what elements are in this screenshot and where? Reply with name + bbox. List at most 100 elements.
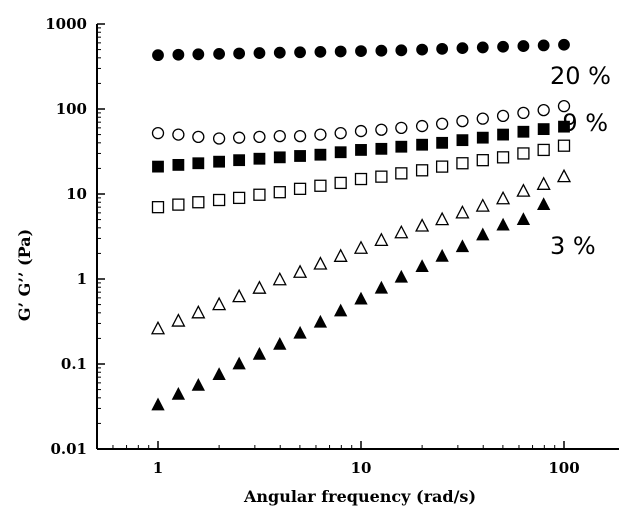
data-point-circle	[192, 48, 205, 61]
data-point-triangle	[496, 217, 510, 231]
data-point-square	[293, 182, 307, 195]
data-point-circle	[293, 129, 307, 143]
data-point-circle	[517, 40, 530, 52]
data-point-square	[375, 142, 388, 155]
data-point-triangle	[272, 271, 287, 286]
data-point-square	[476, 131, 489, 144]
data-point-triangle	[495, 190, 511, 205]
y-tick-label: 1	[77, 270, 87, 288]
data-point-square	[456, 157, 469, 170]
y-tick-label: 10	[66, 185, 87, 203]
data-point-triangle	[334, 303, 348, 317]
y-tick-label: 100	[56, 100, 87, 118]
data-point-circle	[517, 106, 530, 120]
data-point-square	[557, 139, 571, 152]
data-point-square	[558, 120, 570, 133]
data-point-triangle	[435, 211, 450, 226]
data-point-square	[415, 164, 429, 177]
data-point-square	[253, 188, 266, 201]
data-point-circle	[415, 119, 429, 133]
data-point-triangle	[476, 227, 490, 241]
data-point-triangle	[394, 224, 409, 239]
data-point-circle	[375, 44, 388, 57]
data-point-circle	[151, 126, 165, 140]
data-point-circle	[314, 128, 327, 141]
data-point-square	[436, 136, 449, 149]
data-point-square	[213, 155, 226, 168]
data-point-circle	[273, 129, 286, 143]
data-point-triangle	[150, 320, 166, 335]
data-point-circle	[273, 46, 286, 59]
data-point-triangle	[212, 367, 226, 381]
data-point-circle	[375, 123, 388, 136]
y-tick-label: 0.01	[50, 440, 87, 458]
data-point-circle	[232, 131, 246, 144]
data-point-circle	[192, 130, 205, 144]
data-point-circle	[334, 45, 347, 58]
data-point-circle	[172, 48, 185, 61]
series-annotation: 9 %	[562, 109, 608, 137]
data-point-circle	[294, 46, 306, 59]
x-tick-label: 100	[548, 459, 579, 477]
data-point-triangle	[394, 269, 408, 283]
data-point-circle	[355, 45, 367, 57]
data-point-circle	[314, 45, 327, 58]
data-point-circle	[436, 42, 449, 55]
data-point-square	[233, 154, 246, 167]
data-point-square	[152, 160, 164, 173]
data-point-triangle	[191, 378, 205, 391]
annotations: 20 % 9 % 3 %	[550, 62, 611, 260]
data-point-circle	[537, 103, 550, 117]
data-point-circle	[558, 38, 570, 51]
data-point-triangle	[313, 314, 328, 328]
data-point-triangle	[415, 259, 429, 272]
data-point-square	[355, 144, 367, 156]
data-point-square	[395, 167, 408, 180]
data-point-square	[517, 147, 530, 160]
data-point-square	[416, 138, 429, 151]
data-point-triangle	[415, 218, 430, 232]
data-point-square	[172, 198, 185, 211]
series-annotation: 20 %	[550, 62, 611, 90]
data-point-square	[476, 154, 489, 167]
data-point-square	[192, 157, 205, 170]
data-point-circle	[213, 47, 226, 60]
data-point-triangle	[151, 397, 165, 411]
data-point-triangle	[232, 356, 246, 370]
data-point-square	[456, 134, 469, 147]
data-point-circle	[435, 117, 449, 130]
data-point-square	[497, 128, 509, 141]
data-point-triangle	[354, 291, 368, 305]
data-point-square	[232, 191, 246, 205]
data-point-square	[537, 123, 550, 136]
data-point-triangle	[252, 346, 267, 360]
data-point-circle	[354, 124, 368, 138]
x-tick-label: 10	[351, 459, 372, 477]
series-annotation: 3 %	[550, 232, 596, 260]
data-point-circle	[334, 126, 347, 140]
data-point-square	[294, 150, 306, 162]
data-point-triangle	[333, 248, 348, 262]
y-axis-title: G’ G’’ (Pa)	[15, 229, 34, 321]
data-point-triangle	[212, 296, 227, 311]
data-point-triangle	[455, 204, 470, 219]
data-point-triangle	[232, 288, 247, 303]
data-point-triangle	[171, 386, 186, 400]
data-point-circle	[395, 44, 408, 57]
data-point-triangle	[556, 168, 572, 183]
data-point-circle	[416, 43, 429, 56]
data-point-triangle	[252, 280, 267, 294]
data-point-square	[273, 186, 286, 199]
data-point-square	[212, 193, 226, 207]
data-point-square	[192, 196, 205, 209]
data-point-triangle	[435, 248, 449, 262]
data-point-square	[435, 160, 449, 173]
data-point-square	[517, 125, 530, 138]
data-point-square	[395, 140, 408, 153]
data-point-circle	[395, 121, 408, 135]
data-point-circle	[557, 100, 571, 113]
data-point-triangle	[273, 337, 287, 350]
data-point-square	[496, 151, 510, 164]
data-point-square	[172, 158, 185, 171]
